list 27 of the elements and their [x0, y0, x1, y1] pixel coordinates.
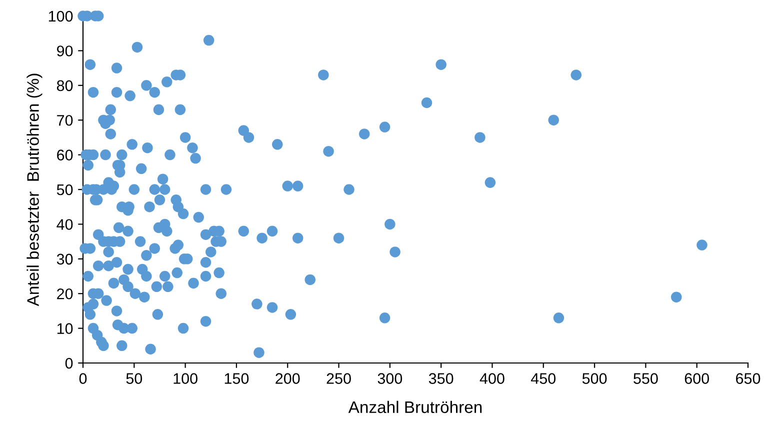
x-tick-label: 300	[378, 373, 402, 384]
x-tick-label: 550	[634, 373, 658, 384]
y-tick-label: 20	[57, 288, 73, 300]
x-tick-label: 200	[276, 373, 300, 384]
x-tick-label: 150	[224, 373, 249, 384]
y-tick-label: 80	[56, 80, 73, 92]
x-tick-label: 500	[582, 373, 607, 384]
y-tick-label: 40	[56, 219, 73, 230]
x-tick-label: 100	[174, 373, 198, 384]
x-axis-title: Anzahl Brutröhren	[348, 400, 482, 414]
x-tick-label: 400	[480, 373, 504, 384]
y-tick-label: 30	[56, 254, 73, 265]
y-tick-label: 90	[57, 46, 73, 56]
y-axis-title: Anteil besetzter Brutröhren (%)	[26, 74, 42, 306]
x-tick-label: 450	[530, 373, 556, 384]
y-tick-label: 10	[57, 323, 73, 334]
x-tick-label: 350	[428, 373, 454, 384]
y-tick-label: 70	[57, 114, 73, 126]
x-tick-label: 250	[326, 373, 351, 384]
x-tick-label: 50	[126, 373, 142, 384]
y-tick-label: 0	[65, 358, 73, 369]
y-tick-label: 100	[48, 10, 73, 22]
x-tick-label: 600	[684, 373, 709, 384]
x-tick-label: 650	[736, 373, 760, 384]
y-tick-label: 50	[56, 184, 73, 196]
x-tick-label: 0	[79, 373, 87, 384]
y-tick-label: 60	[57, 150, 73, 160]
